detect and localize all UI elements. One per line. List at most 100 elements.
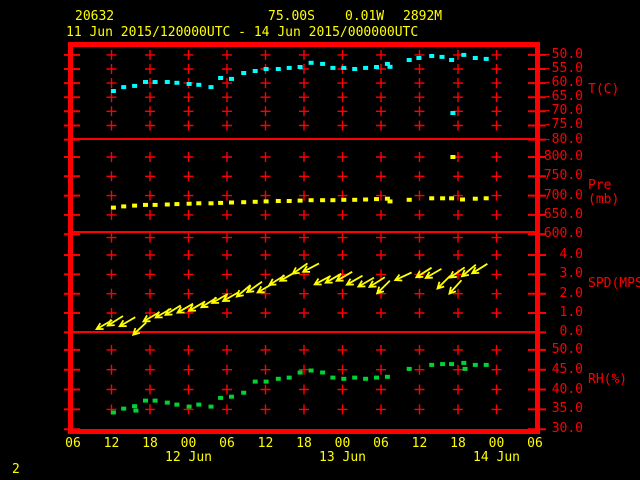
wind-vector-arrow [210,293,229,304]
axis-tick-label-temperature: -70.0 [543,103,583,119]
data-point-humidity [297,370,303,375]
wind-vector-arrow [324,272,342,284]
data-point-humidity [174,402,180,407]
data-point-pressure [132,203,138,208]
axis-tick-label-pressure: 700.0 [543,187,583,203]
data-point-temperature [374,65,379,69]
data-point-pressure [320,198,326,203]
data-point-humidity [133,408,139,413]
data-point-humidity [449,362,455,367]
axis-tick-label-wind_speed: 3.0 [559,266,583,282]
data-point-humidity [462,366,468,371]
x-axis-hour-label: 00 [334,436,351,451]
wind-vector-arrow [470,263,488,275]
data-point-humidity [152,398,158,403]
data-point-temperature [416,56,422,60]
x-axis-hour-label: 12 [257,436,274,451]
wind-vector-arrow [235,284,252,298]
data-point-humidity [229,394,234,399]
axis-tick-label-wind_speed: 2.0 [559,285,583,301]
data-point-temperature [297,65,303,69]
data-point-pressure [174,202,180,207]
data-point-temperature [461,52,467,57]
data-point-temperature [186,82,192,86]
data-point-humidity [275,376,281,381]
axis-tick-label-wind_speed: 4.0 [559,247,583,263]
data-point-pressure [363,197,369,202]
data-point-humidity [252,379,258,384]
page-number: 2 [12,462,20,477]
data-point-humidity [483,362,489,367]
data-point-humidity [472,362,478,367]
x-axis-hour-label: 06 [65,436,81,451]
data-point-pressure [286,199,292,203]
data-point-temperature [196,82,202,87]
data-point-humidity [132,404,138,409]
data-point-temperature [132,83,138,88]
x-axis-hour-label: 06 [219,436,235,451]
data-point-pressure [229,200,234,205]
x-axis-hour-label: 00 [488,436,505,451]
data-point-humidity [186,404,192,409]
data-point-temperature [450,111,456,115]
wind-vector-arrow [424,268,442,279]
station-longitude: 0.01W [345,9,385,24]
plot-frame [64,42,546,434]
data-point-pressure [384,196,390,201]
data-point-temperature [121,85,127,90]
wind-vector-arrow [187,301,206,312]
x-axis-hour-label: 18 [142,436,158,451]
data-point-temperature [164,80,170,84]
data-point-pressure [406,197,412,202]
data-point-temperature [330,65,336,70]
data-point-pressure [341,197,347,202]
wind-vector-arrow [118,316,136,328]
data-point-temperature [352,67,358,71]
data-point-temperature [406,58,412,62]
wind-vector-arrow [221,291,240,303]
data-point-temperature [152,80,158,84]
wind-vector-arrow [334,271,353,282]
data-point-humidity [241,390,247,395]
axis-tick-label-temperature: -55.0 [543,61,583,76]
data-point-humidity [440,362,446,367]
axis-tick-label-temperature: -75.0 [543,117,583,133]
data-point-pressure [449,196,455,201]
data-point-pressure [241,200,247,205]
data-point-temperature [110,89,116,93]
wind-vector-arrow [460,264,477,278]
data-point-pressure [308,198,314,203]
data-point-temperature [449,58,455,62]
axis-tick-dashes [64,53,546,431]
wind-vector-arrow [448,266,466,279]
wind-vector-arrow [375,279,391,295]
axis-tick-label-wind_speed: 1.0 [559,305,583,321]
data-point-pressure [472,196,478,201]
data-point-humidity [461,360,467,365]
data-point-temperature [483,56,489,61]
axis-unit-label-wind_speed: SPD(MPS) [588,276,640,292]
wind-vector-arrow [291,262,309,275]
data-point-humidity [164,400,170,405]
x-axis-hour-label: 06 [373,436,389,451]
axis-tick-label-pressure: 750.0 [543,168,583,184]
axis-tick-label-humidity: 40.0 [551,381,583,397]
axis-tick-label-pressure: 650.0 [543,206,583,222]
data-point-pressure [152,202,158,207]
axis-tick-label-temperature: -60.0 [543,75,583,91]
data-point-temperature [208,85,214,90]
data-point-pressure [460,197,465,202]
wind-vector-arrow [393,271,412,282]
data-point-humidity [330,375,336,380]
wind-vector-arrow [356,276,375,288]
data-point-humidity [196,402,202,407]
data-point-humidity [429,362,435,367]
axis-tick-label-pressure: 600.0 [543,226,583,242]
data-point-pressure [297,198,303,203]
data-point-humidity [143,398,148,403]
x-axis-date-label: 14 Jun [473,450,520,465]
data-point-pressure [483,196,489,201]
data-point-pressure [450,155,456,159]
data-point-temperature [229,76,234,81]
data-point-pressure [429,196,435,201]
